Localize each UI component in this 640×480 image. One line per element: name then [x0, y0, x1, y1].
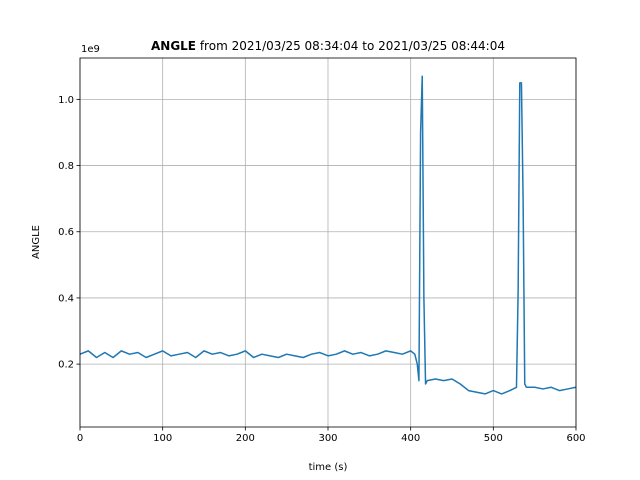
y-offset-label: 1e9 — [81, 44, 100, 55]
y-tick-label: 0.4 — [58, 293, 74, 304]
x-tick-label: 300 — [318, 433, 337, 444]
chart-title-bold: ANGLE — [151, 39, 196, 53]
x-tick-label: 0 — [77, 433, 83, 444]
y-tick-label: 0.6 — [58, 227, 74, 238]
y-tick-label: 0.8 — [58, 161, 74, 172]
y-axis-label: ANGLE — [31, 225, 42, 259]
x-tick-label: 500 — [484, 433, 503, 444]
x-tick-label: 100 — [153, 433, 172, 444]
y-tick-label: 0.2 — [58, 360, 74, 371]
series-line-angle — [79, 75, 577, 395]
x-axis-label: time (s) — [309, 462, 348, 473]
grid — [79, 58, 577, 427]
x-tick-label: 400 — [401, 433, 420, 444]
chart-title: ANGLE from 2021/03/25 08:34:04 to 2021/0… — [151, 39, 505, 53]
x-tick-label: 200 — [236, 433, 255, 444]
y-axis: 0.2 0.4 0.6 0.8 1.0 — [58, 95, 80, 371]
y-tick-label: 1.0 — [58, 95, 74, 106]
chart-title-rest: from 2021/03/25 08:34:04 to 2021/03/25 0… — [196, 39, 505, 53]
x-axis: 0 100 200 300 400 500 600 — [77, 427, 586, 444]
x-tick-label: 600 — [566, 433, 585, 444]
